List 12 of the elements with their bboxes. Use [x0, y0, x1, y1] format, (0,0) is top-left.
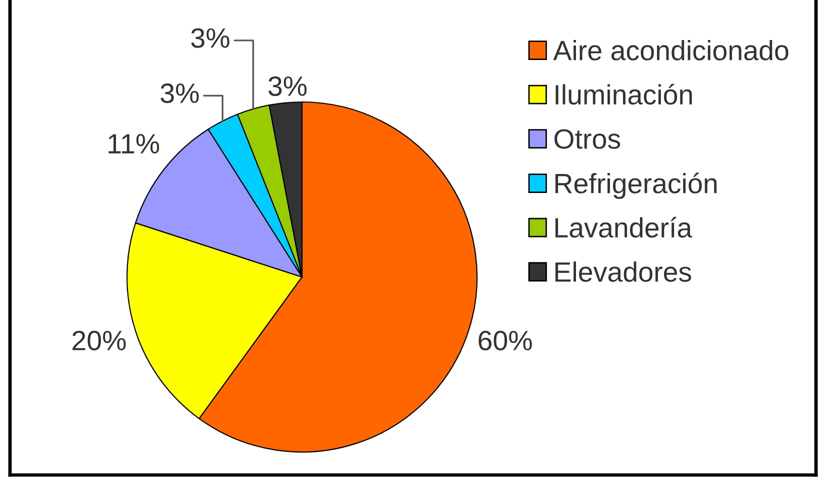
- data-label: 3%: [160, 83, 199, 104]
- data-label: 3%: [191, 28, 230, 48]
- legend-label: Iluminación: [556, 84, 692, 105]
- legend-label: Elevadores: [555, 261, 692, 282]
- data-label: 11%: [108, 134, 160, 154]
- data-label: 20%: [72, 330, 126, 350]
- data-label: 60%: [478, 330, 532, 350]
- legend-label: Lavandería: [555, 216, 692, 238]
- legend-label: Otros: [554, 129, 620, 149]
- legend-label: Refrigeración: [555, 172, 717, 199]
- data-label: 3%: [268, 76, 307, 96]
- legend-label: Aire acondicionado: [553, 40, 788, 60]
